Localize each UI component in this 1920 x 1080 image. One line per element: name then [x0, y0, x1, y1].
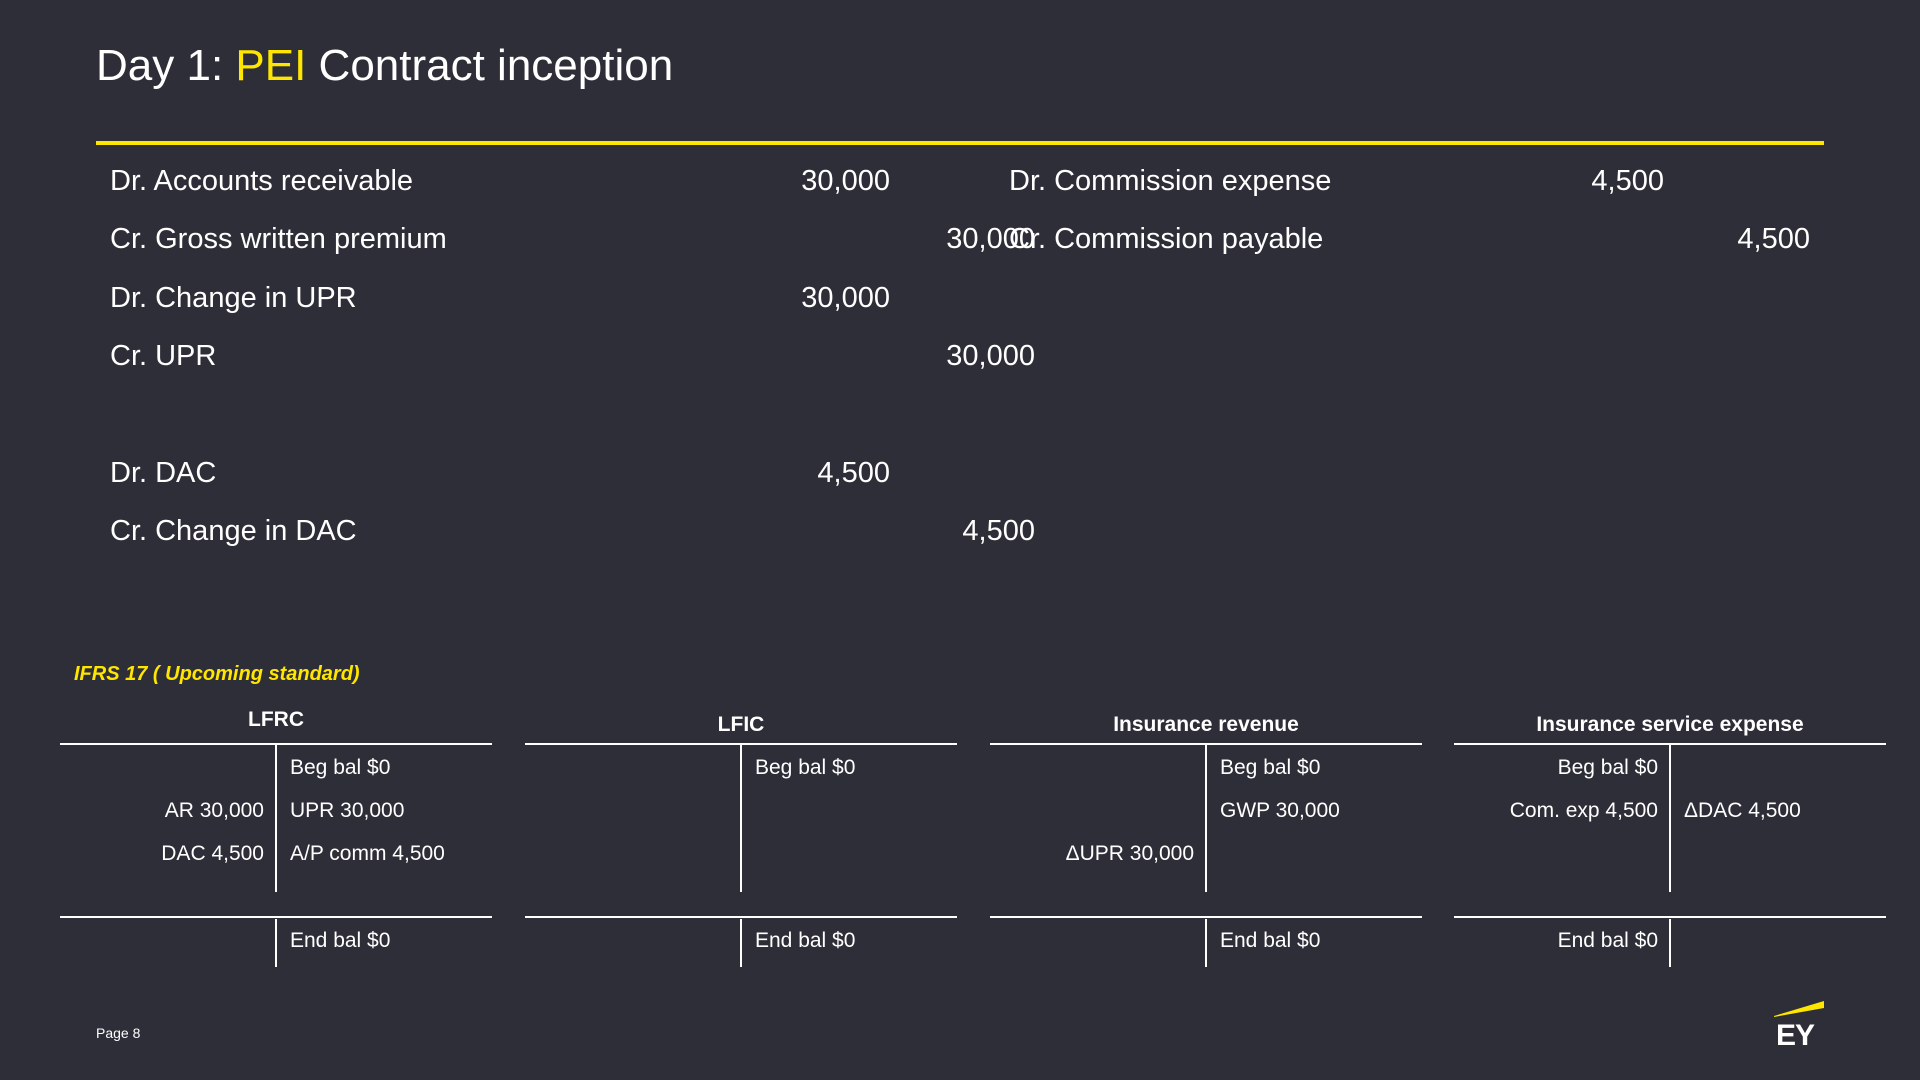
t-account-credit: A/P comm 4,500 [290, 842, 445, 865]
page-number: Page 8 [96, 1025, 141, 1041]
journal-credit: 4,500 [962, 515, 1035, 547]
t-account-divider [740, 745, 742, 892]
title-divider [96, 141, 1824, 145]
t-account-divider [1205, 745, 1207, 892]
t-account-credit: Beg bal $0 [1220, 756, 1321, 779]
journal-credit: 4,500 [1737, 223, 1810, 255]
t-account-debit: DAC 4,500 [161, 842, 264, 865]
t-account-divider [1205, 919, 1207, 967]
journal-label: Dr. Accounts receivable [110, 165, 414, 197]
t-account-end-rule [60, 916, 492, 918]
t-account-title: LFRC [248, 708, 304, 731]
t-account-end-rule [1454, 916, 1886, 918]
journal-label: Cr. Commission payable [1009, 223, 1324, 255]
title-prefix: Day 1: [96, 41, 236, 90]
ey-logo-text: EY [1776, 1019, 1815, 1052]
t-account-divider [1669, 919, 1671, 967]
t-account-top-rule [1454, 743, 1886, 745]
journal-debit: 30,000 [801, 165, 890, 197]
t-account-divider [275, 745, 277, 892]
t-account-divider [1669, 745, 1671, 892]
t-account-title: Insurance revenue [1113, 713, 1299, 736]
journal-credit: 30,000 [946, 223, 1035, 255]
t-account-debit: Com. exp 4,500 [1509, 799, 1658, 822]
journal-label: Cr. UPR [110, 340, 217, 372]
t-account-end-credit: End bal $0 [290, 929, 391, 952]
t-account-credit: ΔDAC 4,500 [1684, 799, 1801, 822]
t-account-debit: ΔUPR 30,000 [1065, 842, 1194, 865]
slide-title: Day 1: PEI Contract inception [96, 38, 673, 94]
t-account-lfrc: LFRC Beg bal $0 AR 30,000 UPR 30,000 DAC… [60, 705, 492, 975]
journal-debit: 4,500 [1591, 165, 1664, 197]
journal-label: Dr. Change in UPR [110, 282, 357, 314]
t-account-end-rule [990, 916, 1422, 918]
t-account-title: LFIC [717, 713, 765, 736]
t-account-end-credit: End bal $0 [755, 929, 856, 952]
t-account-divider [740, 919, 742, 967]
t-account-divider [275, 919, 277, 967]
ey-logo-icon: EY [1774, 1000, 1826, 1052]
t-account-end-credit: End bal $0 [1220, 929, 1321, 952]
ifrs-standard-label: IFRS 17 ( Upcoming standard) [74, 663, 360, 685]
t-account-lfic: LFIC Beg bal $0 End bal $0 [525, 705, 957, 975]
t-account-end-debit: End bal $0 [1557, 929, 1658, 952]
t-account-end-rule [525, 916, 957, 918]
journal-label: Dr. DAC [110, 457, 217, 489]
t-account-insurance-service-expense: Insurance service expense Beg bal $0 Com… [1454, 705, 1886, 975]
t-account-insurance-revenue: Insurance revenue Beg bal $0 GWP 30,000 … [990, 705, 1422, 975]
journal-label: Dr. Commission expense [1009, 165, 1332, 197]
journal-debit: 30,000 [801, 282, 890, 314]
t-account-credit: Beg bal $0 [755, 756, 856, 779]
t-account-debit: Beg bal $0 [1557, 756, 1658, 779]
t-account-credit: GWP 30,000 [1220, 799, 1340, 822]
journal-label: Cr. Gross written premium [110, 223, 447, 255]
journal-debit: 4,500 [817, 457, 890, 489]
journal-label: Cr. Change in DAC [110, 515, 357, 547]
t-account-title: Insurance service expense [1536, 713, 1804, 736]
t-account-top-rule [525, 743, 957, 745]
title-highlight: PEI [235, 41, 307, 90]
title-suffix: Contract inception [306, 41, 674, 90]
journal-credit: 30,000 [946, 340, 1035, 372]
t-account-credit: Beg bal $0 [290, 756, 391, 779]
t-account-top-rule [990, 743, 1422, 745]
t-account-credit: UPR 30,000 [290, 799, 405, 822]
t-account-debit: AR 30,000 [164, 799, 264, 822]
t-account-top-rule [60, 743, 492, 745]
ey-beam-icon [1774, 1001, 1824, 1017]
